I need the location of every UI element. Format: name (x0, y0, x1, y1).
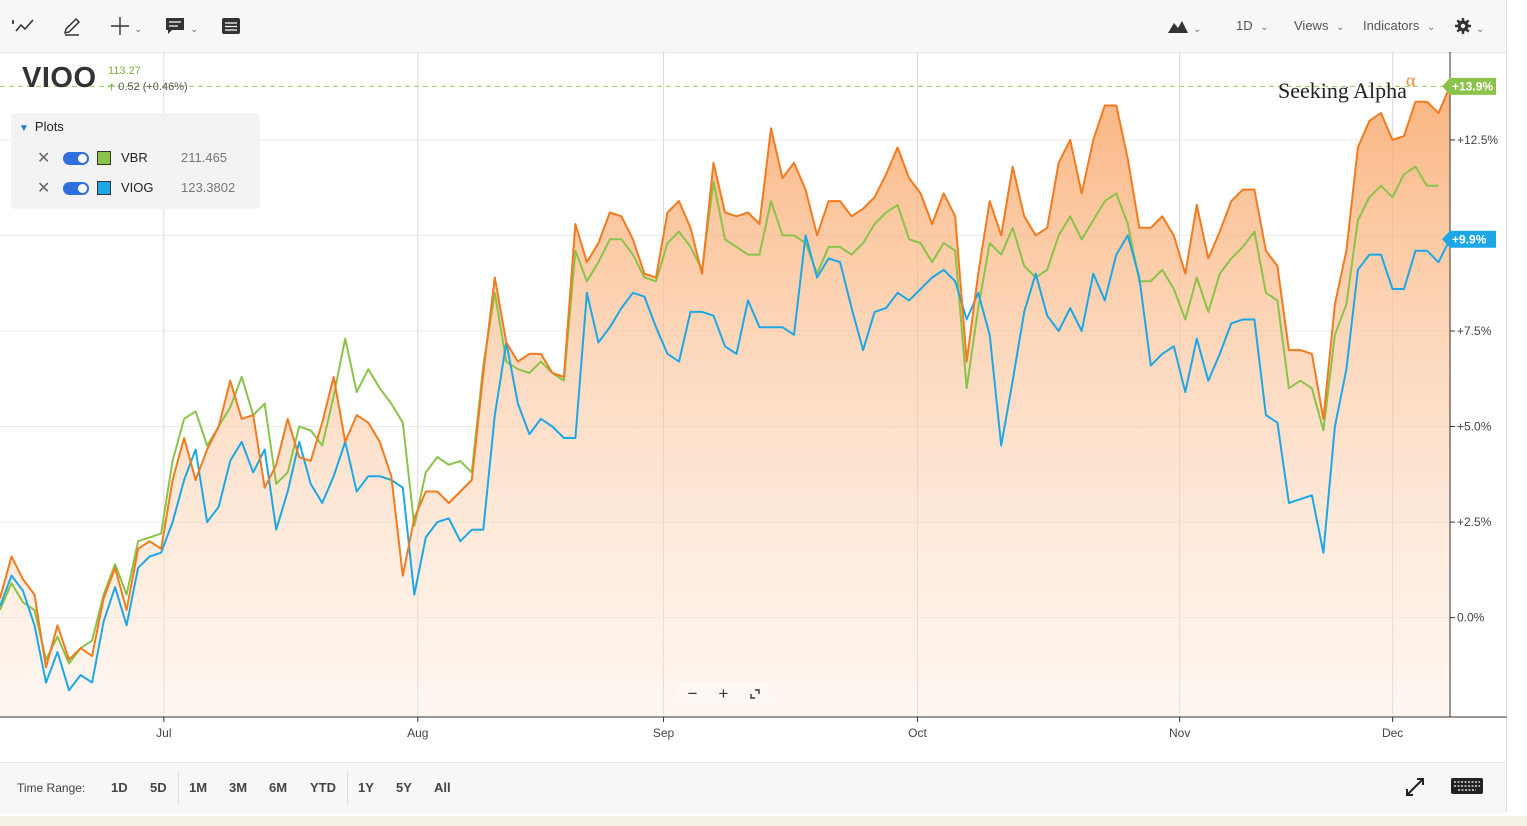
y-tick-label: +7.5% (1457, 324, 1492, 338)
settings-gear-icon[interactable]: ⌄ (1454, 14, 1484, 38)
range-1m-button[interactable]: 1M (189, 780, 208, 795)
plots-header[interactable]: ▼ Plots (19, 119, 64, 134)
series-line-vioo (0, 86, 1451, 669)
series-color-swatch[interactable] (97, 181, 111, 195)
chevron-down-icon: ⌄ (1336, 22, 1345, 33)
range-all-button[interactable]: All (434, 780, 451, 795)
chevron-down-icon: ⌄ (1427, 22, 1436, 33)
plot-name: VBR (121, 150, 148, 165)
price-change-value: 0.52 (+0.46%) (118, 81, 188, 93)
plot-value: 123.3802 (181, 180, 236, 195)
chevron-down-icon: ⌄ (1193, 23, 1202, 35)
last-value-label-vioo: +13.9% (1452, 79, 1493, 93)
mountain-chart-icon[interactable]: ⌄ (1167, 14, 1201, 38)
plots-title: Plots (34, 119, 64, 134)
plot-visibility-toggle[interactable] (63, 152, 89, 165)
views-label: Views (1294, 18, 1329, 33)
y-tick-label: +2.5% (1457, 515, 1492, 529)
seeking-alpha-logo: Seeking Alpha (1278, 78, 1407, 103)
interval-dropdown[interactable]: 1D ⌄ (1236, 18, 1269, 33)
y-tick-label: +12.5% (1457, 133, 1498, 147)
crosshair-icon[interactable]: ⌄ (110, 14, 142, 38)
reset-zoom-button[interactable] (739, 683, 770, 705)
x-tick-label: Oct (908, 726, 927, 740)
triangle-down-icon: ▼ (19, 123, 29, 134)
time-range-bar: Time Range: 1D 5D 1M 3M 6M YTD 1Y 5Y All (0, 762, 1506, 813)
last-price: 113.27 (108, 65, 141, 77)
remove-plot-icon[interactable]: ✕ (37, 180, 51, 197)
y-tick-label: +5.0% (1457, 420, 1492, 434)
views-dropdown[interactable]: Views ⌄ (1294, 18, 1344, 33)
expand-arrows-icon (749, 689, 760, 699)
range-6m-button[interactable]: 6M (269, 780, 288, 795)
indicators-dropdown[interactable]: Indicators ⌄ (1363, 18, 1435, 33)
zoom-controls: − + (677, 683, 771, 705)
x-tick-label: Dec (1382, 726, 1403, 740)
last-value-label-vbr: +11.3% (1452, 52, 1493, 55)
alpha-mark: α (1406, 70, 1416, 90)
chevron-down-icon: ⌄ (134, 23, 143, 35)
range-1y-button[interactable]: 1Y (358, 780, 374, 795)
price-chart[interactable]: 0.0% +2.5% +5.0% +7.5% +12.5% Jul Aug Sep Oct Nov… (0, 52, 1507, 762)
zoom-in-button[interactable]: + (708, 683, 739, 705)
time-range-label: Time Range: (17, 781, 86, 795)
indicators-label: Indicators (1363, 18, 1420, 33)
table-icon[interactable] (220, 14, 242, 38)
comment-icon[interactable]: ⌄ (164, 14, 198, 38)
y-tick-label: 0.0% (1457, 611, 1485, 625)
area-fill-vioo (0, 86, 1450, 717)
up-arrow-icon: 🡩 (108, 82, 116, 93)
plot-name: VIOG (121, 180, 154, 195)
page-bottom-strip (0, 816, 1527, 826)
chevron-down-icon: ⌄ (190, 23, 199, 35)
chevron-down-icon: ⌄ (1476, 23, 1485, 35)
x-tick-label: Nov (1169, 726, 1190, 740)
x-tick-label: Aug (407, 726, 428, 740)
range-divider (347, 771, 348, 805)
series-color-swatch[interactable] (97, 151, 111, 165)
range-divider (178, 771, 179, 805)
x-tick-label: Jul (156, 726, 171, 740)
chart-toolbar: ⌄ ⌄ ⌄ 1D ⌄ Views ⌄ Indicators ⌄ ⌄ (0, 0, 1506, 53)
plot-row-vbr: ✕ VBR 211.465 (37, 148, 257, 168)
range-5y-button[interactable]: 5Y (396, 780, 412, 795)
trend-line-icon[interactable] (10, 14, 36, 38)
remove-plot-icon[interactable]: ✕ (37, 150, 51, 167)
series-line-vbr (0, 165, 1439, 665)
range-ytd-button[interactable]: YTD (310, 780, 336, 795)
range-5d-button[interactable]: 5D (150, 780, 167, 795)
x-tick-label: Sep (653, 726, 675, 740)
fullscreen-icon[interactable] (1405, 777, 1425, 797)
plot-visibility-toggle[interactable] (63, 182, 89, 195)
series-line-viog (0, 234, 1451, 692)
zoom-out-button[interactable]: − (677, 683, 708, 705)
keyboard-icon[interactable] (1450, 775, 1484, 797)
last-value-label-viog: +9.9% (1452, 232, 1487, 246)
pencil-icon[interactable] (61, 14, 83, 38)
interval-label: 1D (1236, 18, 1253, 33)
range-3m-button[interactable]: 3M (229, 780, 248, 795)
plot-row-viog: ✕ VIOG 123.3802 (37, 178, 257, 198)
ticker-symbol: VIOO (22, 62, 97, 94)
chevron-down-icon: ⌄ (1260, 22, 1269, 33)
last-value-flag-viog (1442, 230, 1496, 248)
price-change: 🡩 0.52 (+0.46%) (108, 80, 188, 97)
plot-value: 211.465 (181, 150, 228, 165)
last-value-flag-vioo (1442, 77, 1496, 95)
range-1d-button[interactable]: 1D (111, 780, 128, 795)
plots-panel: ▼ Plots ✕ VBR 211.465 ✕ VIOG 123.3802 (11, 113, 260, 209)
